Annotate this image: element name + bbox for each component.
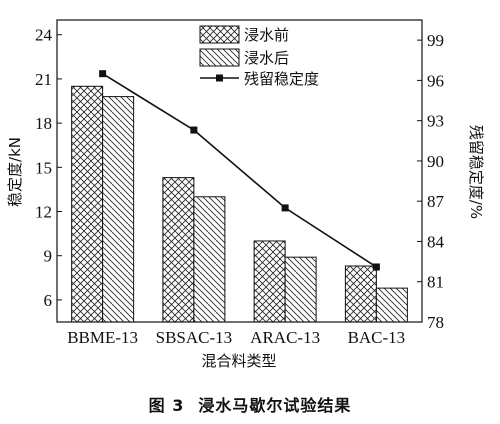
y2-axis-title: 残留稳定度/% <box>467 125 485 219</box>
y2-axis: 78 81 84 87 90 93 96 99 <box>417 31 445 332</box>
y-tick-label: 24 <box>35 26 53 45</box>
legend-line-marker <box>216 74 223 82</box>
x-axis-title: 混合料类型 <box>201 352 276 370</box>
x-tick-label: BAC-13 <box>348 328 406 347</box>
legend-swatch-after <box>199 48 240 67</box>
bar-after-bbme-13 <box>102 96 135 323</box>
chart-svg: 6 9 12 15 18 21 24 78 81 84 87 90 93 96 99 BBME-13 SBS… <box>6 19 485 370</box>
y2-tick-label: 84 <box>427 232 445 251</box>
legend-swatch-before <box>199 25 240 44</box>
x-axis: BBME-13 SBSAC-13 ARAC-13 BAC-13 <box>67 317 405 347</box>
plot-frame <box>56 19 423 323</box>
y-axis-title: 稳定度/kN <box>6 137 24 207</box>
y2-tick-label: 96 <box>427 71 444 90</box>
y2-tick-label: 93 <box>427 112 444 131</box>
y-tick-label: 9 <box>44 247 53 266</box>
x-tick-label: ARAC-13 <box>250 328 320 347</box>
y-tick-label: 21 <box>35 70 52 89</box>
caption-number: 图 3 <box>148 396 185 415</box>
line-marker-sbsac-13 <box>190 126 198 134</box>
bar-before-bbme-13 <box>71 85 104 323</box>
bar-after-bac-13 <box>375 287 408 323</box>
bar-after-sbsac-13 <box>193 196 226 323</box>
y2-tick-label: 87 <box>427 192 445 211</box>
legend-label-after: 浸水后 <box>244 49 289 67</box>
y2-tick-label: 78 <box>427 313 444 332</box>
y2-tick-label: 81 <box>427 273 444 292</box>
legend-label-before: 浸水前 <box>244 26 289 44</box>
y-tick-label: 18 <box>35 114 52 133</box>
legend: 浸水前 浸水后 残留稳定度 <box>199 25 319 88</box>
figure-caption: 图 3 浸水马歇尔试验结果 <box>0 392 500 416</box>
bar-before-bac-13 <box>344 265 377 323</box>
legend-label-line: 残留稳定度 <box>244 70 319 88</box>
y-tick-label: 15 <box>35 158 52 177</box>
y-axis: 6 9 12 15 18 21 24 <box>35 26 62 310</box>
residual-stability-line <box>102 73 377 268</box>
y2-tick-label: 90 <box>427 152 444 171</box>
y2-tick-label: 99 <box>427 31 444 50</box>
bar-after-arac-13 <box>284 256 317 323</box>
line-marker-arac-13 <box>281 204 289 212</box>
y-tick-label: 12 <box>35 203 52 222</box>
line-marker-bac-13 <box>372 263 380 271</box>
bar-before-sbsac-13 <box>162 177 195 323</box>
line-marker-bbme-13 <box>99 70 107 78</box>
bar-before-arac-13 <box>253 240 286 323</box>
x-tick-label: BBME-13 <box>67 328 138 347</box>
x-tick-label: SBSAC-13 <box>156 328 233 347</box>
bars-layer <box>71 85 408 323</box>
caption-text: 浸水马歇尔试验结果 <box>198 396 352 415</box>
line-layer <box>99 70 380 271</box>
y-tick-label: 6 <box>44 291 53 310</box>
